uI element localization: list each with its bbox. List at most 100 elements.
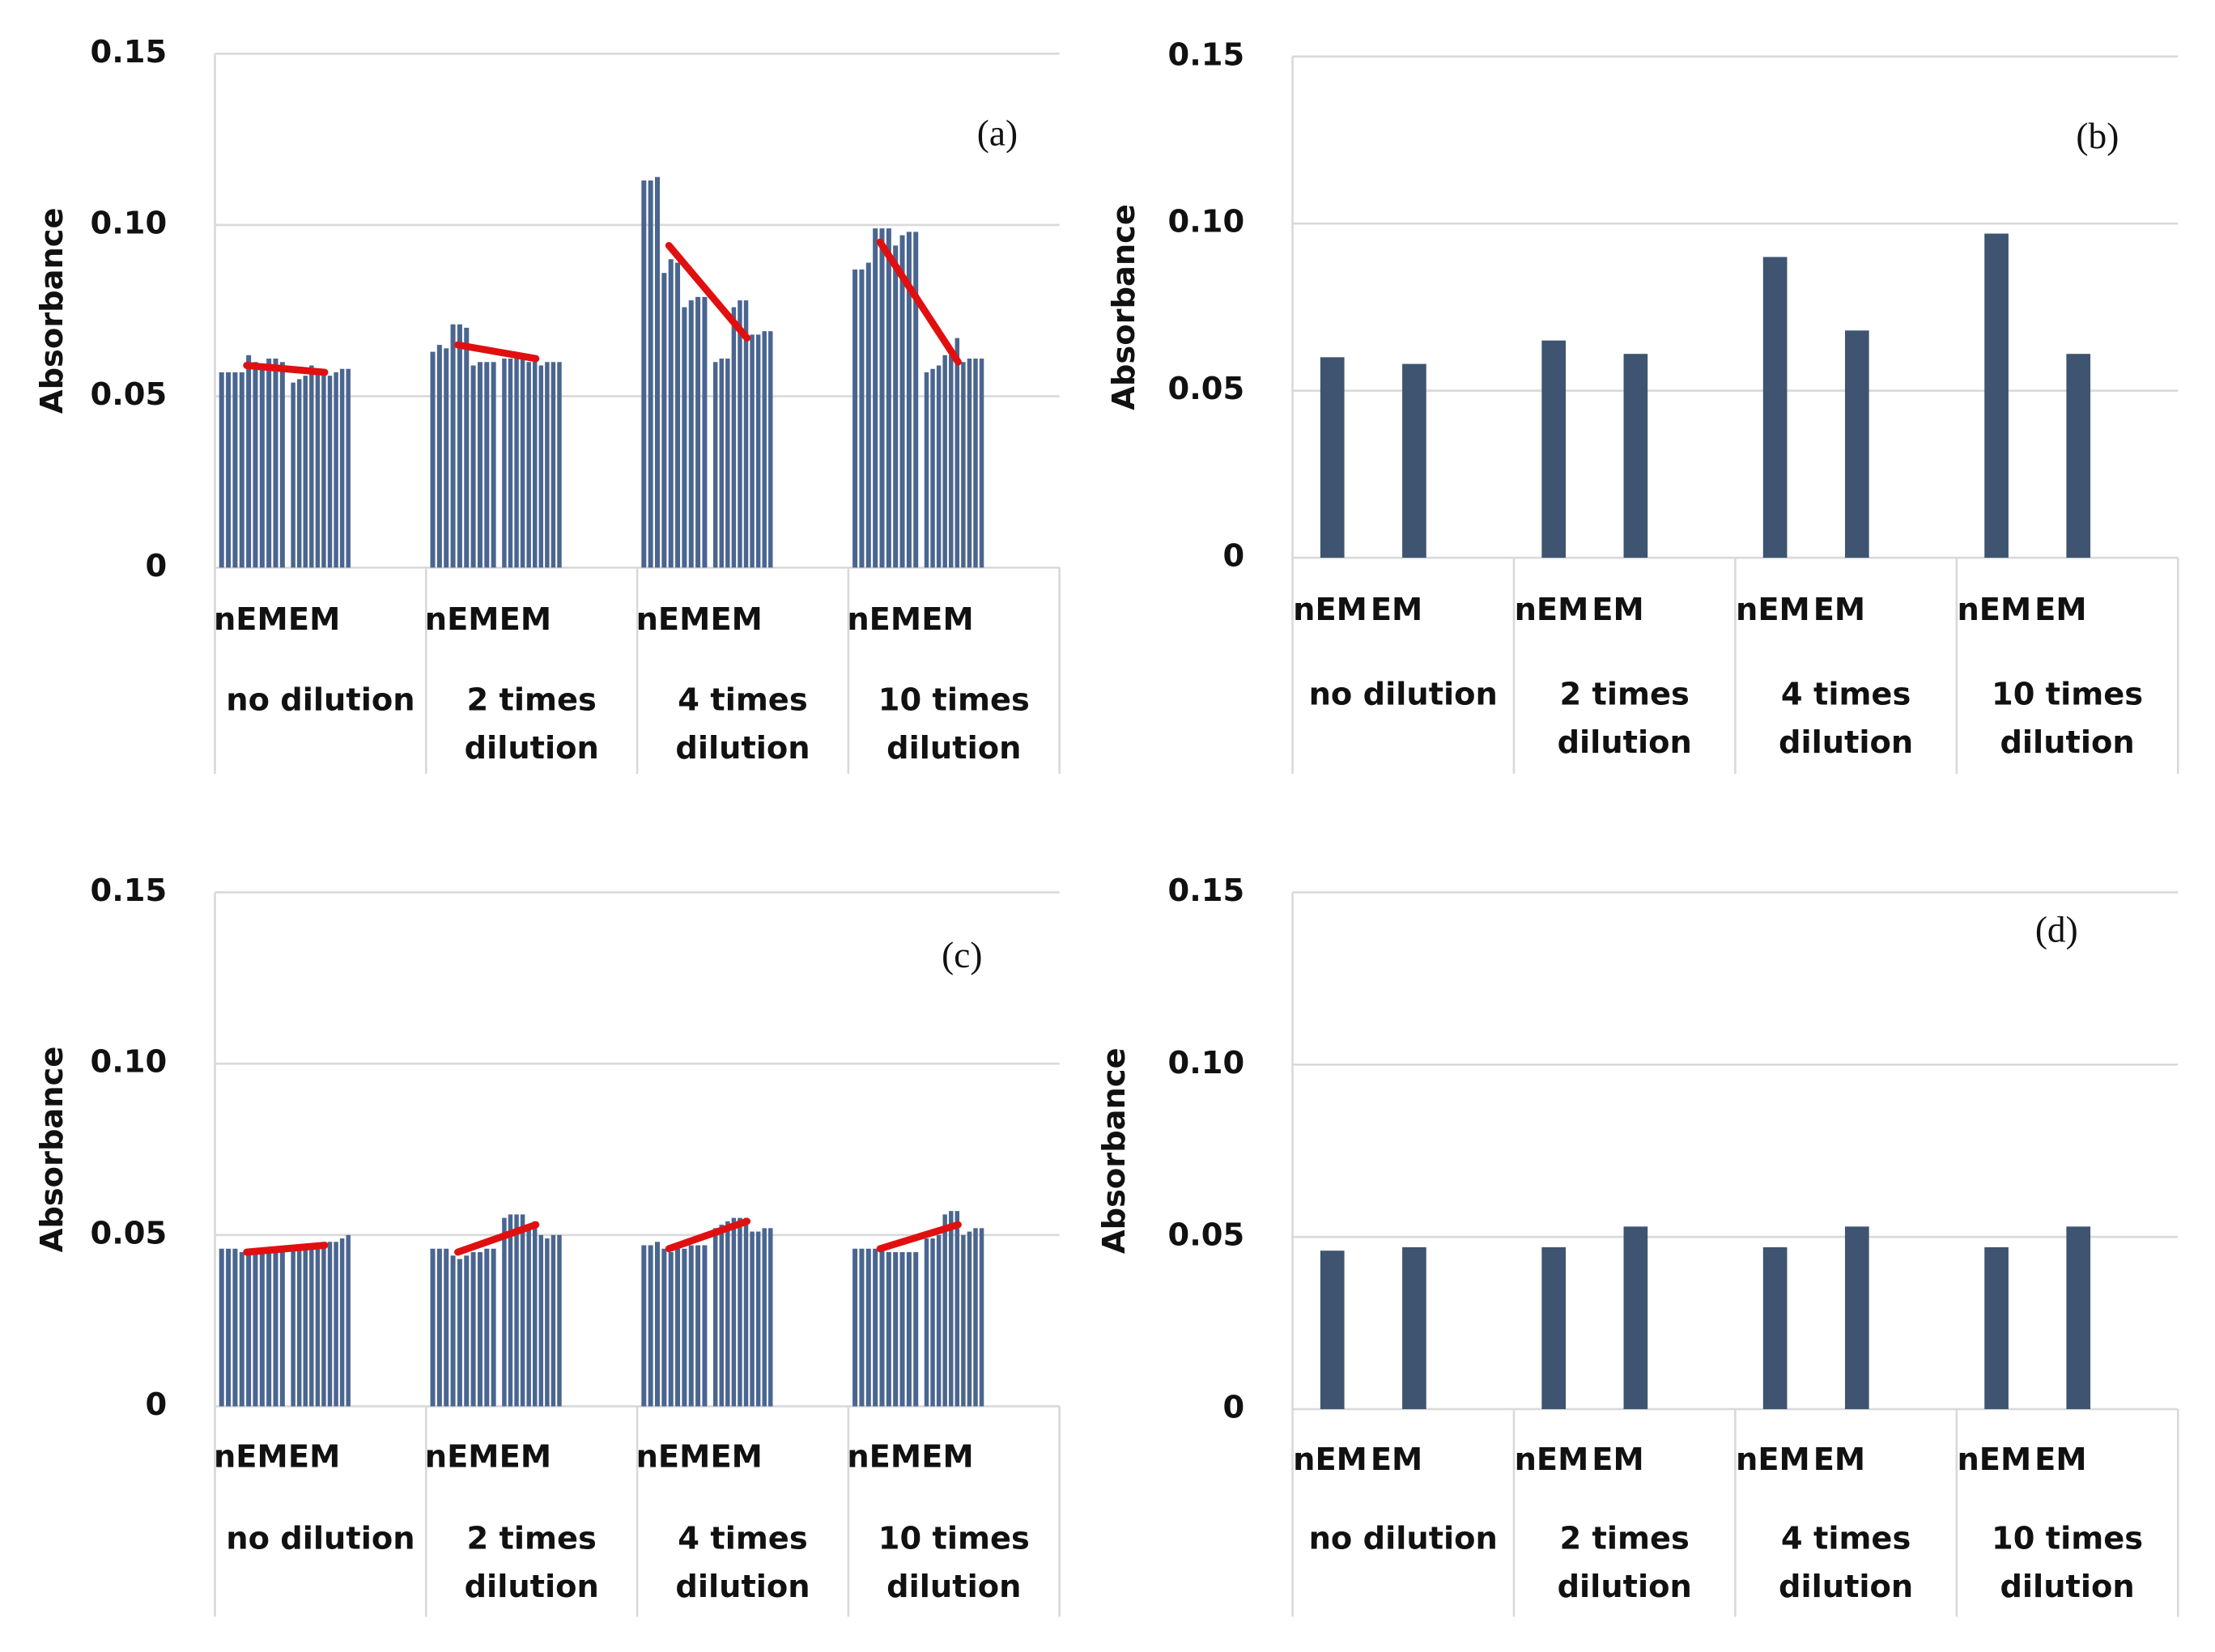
bar <box>464 327 470 568</box>
bar <box>551 362 556 568</box>
bar <box>961 362 966 568</box>
bar <box>668 259 674 568</box>
bar <box>266 359 272 568</box>
bar <box>879 1248 885 1407</box>
y-tick-label: 0.10 <box>1168 204 1245 240</box>
bar <box>520 1214 525 1407</box>
bar <box>942 355 947 568</box>
group-label: 2 times <box>1560 1521 1690 1557</box>
y-tick-label: 0.10 <box>91 1044 168 1081</box>
bar <box>430 351 436 568</box>
bar <box>502 359 507 568</box>
bar <box>768 1228 773 1407</box>
bar <box>514 1214 519 1407</box>
bar <box>661 1248 667 1407</box>
bar <box>1402 1246 1426 1409</box>
bar <box>936 365 942 568</box>
y-axis-label: Absorbance <box>1106 204 1142 410</box>
bar <box>738 300 742 568</box>
category-label: nEM <box>425 1439 500 1476</box>
bar <box>688 1245 694 1407</box>
bar <box>1623 1226 1648 1409</box>
bar <box>1402 363 1426 558</box>
bar <box>232 1248 238 1407</box>
category-label: EM <box>710 1439 762 1476</box>
bar <box>688 300 694 568</box>
bar <box>253 362 258 568</box>
bar <box>913 231 919 568</box>
bar <box>675 1248 681 1407</box>
bar <box>526 362 531 568</box>
group-label: dilution <box>1779 1569 1913 1605</box>
group-label: dilution <box>2000 1569 2134 1605</box>
bar <box>1984 233 2009 558</box>
bar <box>973 1228 978 1407</box>
group-label: 10 times <box>878 1521 1030 1557</box>
category-label: nEM <box>847 1439 921 1476</box>
bar <box>339 1238 345 1407</box>
bar <box>949 355 954 568</box>
bar <box>743 1217 749 1407</box>
bar <box>450 324 456 568</box>
bar <box>924 1238 929 1407</box>
bar <box>719 1225 724 1407</box>
bar <box>725 1221 730 1407</box>
bar <box>1541 340 1567 558</box>
group-label: 10 times <box>878 682 1030 718</box>
bar <box>719 359 724 568</box>
bar <box>477 362 483 568</box>
bar <box>712 1228 718 1407</box>
bar <box>436 345 442 568</box>
bar <box>906 231 912 568</box>
bar <box>246 1251 252 1407</box>
category-label: EM <box>2034 1442 2086 1478</box>
group-label: dilution <box>886 1569 1021 1605</box>
category-label: EM <box>710 601 762 638</box>
y-tick-label: 0 <box>1223 538 1245 575</box>
bar <box>930 1238 935 1407</box>
bar <box>731 307 737 568</box>
bar <box>291 1248 295 1407</box>
y-tick-label: 0.15 <box>1168 873 1245 909</box>
bar <box>961 1234 966 1407</box>
bar <box>655 176 661 568</box>
panel-label: (c) <box>942 935 982 975</box>
bar <box>967 1231 972 1407</box>
bar <box>755 1231 761 1407</box>
category-label: EM <box>2034 592 2086 628</box>
bar <box>865 1248 871 1407</box>
bar <box>1844 1226 1869 1409</box>
y-tick-label: 0.15 <box>1168 36 1245 73</box>
bar <box>303 1248 308 1407</box>
bar <box>879 228 885 568</box>
bar <box>967 359 972 568</box>
category-label: nEM <box>1736 1442 1810 1478</box>
bar <box>491 362 496 568</box>
bar <box>430 1248 436 1407</box>
bar <box>470 1251 476 1407</box>
bar <box>520 359 525 568</box>
bar <box>886 228 891 568</box>
bar <box>526 1225 531 1407</box>
bar <box>1320 1251 1345 1409</box>
group-label: dilution <box>675 730 810 767</box>
bar <box>1762 1246 1788 1409</box>
bar <box>557 1234 562 1407</box>
bar <box>219 1248 224 1407</box>
bar <box>899 235 905 568</box>
bar <box>219 372 224 568</box>
bar <box>1320 357 1345 558</box>
bar <box>899 1251 905 1407</box>
bar <box>470 365 476 568</box>
category-label: EM <box>1371 1442 1422 1478</box>
bar <box>291 382 295 568</box>
bar <box>682 307 687 568</box>
group-label: 2 times <box>1560 677 1690 713</box>
bar <box>852 1248 858 1407</box>
bar <box>675 262 681 568</box>
bar <box>865 262 871 568</box>
y-tick-label: 0 <box>145 1387 167 1423</box>
bar <box>768 331 773 568</box>
bar <box>1762 257 1788 558</box>
bar <box>545 362 550 568</box>
